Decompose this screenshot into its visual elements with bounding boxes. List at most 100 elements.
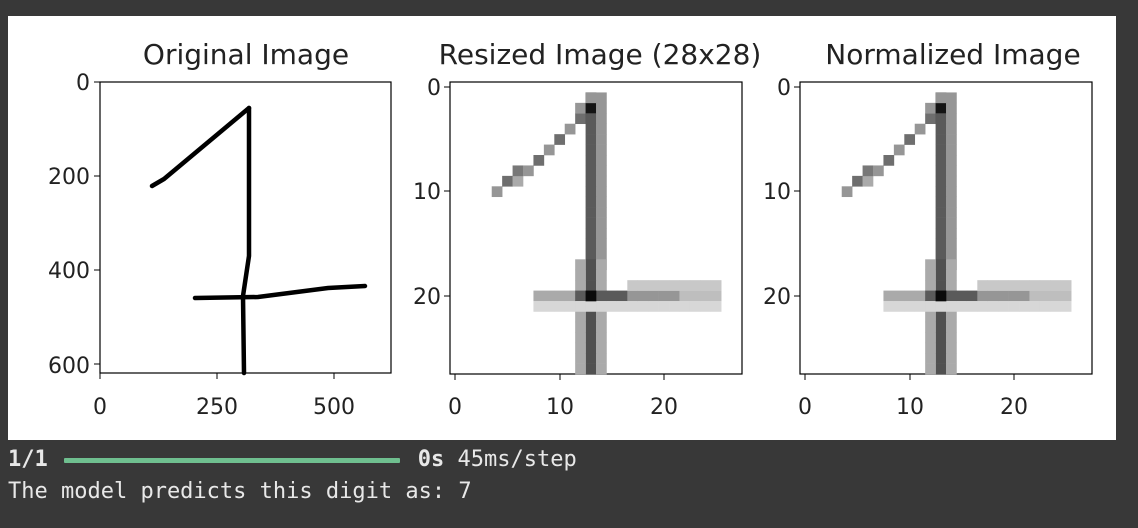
pixel — [596, 196, 607, 208]
pixel — [533, 301, 545, 312]
pixel — [935, 123, 947, 135]
pixel — [585, 134, 597, 145]
xtick-label: 20 — [1000, 395, 1028, 420]
pixel — [575, 113, 586, 125]
pixel — [883, 301, 895, 312]
pixel — [585, 186, 597, 198]
pixel — [596, 165, 607, 177]
pixel — [904, 134, 916, 145]
pixel — [585, 165, 597, 177]
ytick-label: 600 — [48, 354, 90, 379]
panel-original-title: Original Image — [143, 38, 349, 71]
pixel — [893, 301, 905, 312]
panel-original-xticks: 0 250 500 — [93, 373, 355, 420]
xtick-label: 250 — [196, 395, 238, 420]
pixel — [925, 269, 936, 281]
pixel — [946, 186, 957, 198]
pixel — [627, 280, 639, 291]
pixel — [925, 113, 936, 125]
pixel — [533, 290, 545, 302]
pixel — [1019, 301, 1030, 312]
pixel — [904, 301, 916, 312]
pixel — [596, 134, 607, 145]
panel-normalized-yticks: 0 10 20 — [763, 76, 800, 310]
pixel — [925, 353, 936, 364]
digit-stroke-vertical — [240, 105, 252, 376]
pixel — [1039, 301, 1051, 312]
pixel — [946, 321, 957, 333]
pixel — [637, 301, 649, 312]
pixel — [925, 332, 936, 344]
pixel — [946, 290, 957, 302]
pixel — [585, 311, 597, 323]
ytick-label: 20 — [413, 285, 441, 310]
xtick-label: 10 — [546, 395, 574, 420]
pixel — [585, 269, 597, 281]
pixel — [585, 259, 597, 271]
pixel — [873, 165, 884, 177]
pixel — [575, 311, 586, 323]
pixel — [627, 301, 639, 312]
prediction-text: The model predicts this digit as: 7 — [8, 479, 472, 504]
pixel — [914, 301, 926, 312]
pixel — [862, 165, 874, 177]
pixel — [946, 280, 957, 291]
pixel — [585, 102, 597, 114]
pixel-grid-resized — [491, 92, 722, 375]
pixel — [585, 321, 597, 333]
pixel — [596, 259, 607, 271]
progress-time: 0s — [417, 447, 445, 472]
pixel — [596, 280, 607, 291]
pixel — [700, 301, 712, 312]
pixel — [575, 301, 586, 312]
pixel — [862, 175, 874, 187]
pixel — [883, 290, 895, 302]
pixel — [1029, 280, 1041, 291]
pixel — [543, 290, 555, 302]
pixel — [925, 363, 936, 375]
pixel — [543, 301, 555, 312]
pixel — [966, 290, 978, 302]
pixel — [596, 217, 607, 229]
progress-line: 1/1 0s 45ms/step — [8, 444, 1128, 476]
ytick-label: 0 — [76, 71, 90, 96]
pixel — [925, 321, 936, 333]
pixel — [596, 311, 607, 323]
pixel — [606, 301, 618, 312]
console-output: 1/1 0s 45ms/step The model predicts this… — [8, 444, 1128, 508]
pixel — [596, 321, 607, 333]
pixel — [946, 155, 957, 166]
pixel — [679, 280, 691, 291]
pixel — [946, 311, 957, 323]
pixel — [935, 248, 947, 260]
pixel — [1060, 290, 1072, 302]
pixel — [585, 196, 597, 208]
pixel — [925, 259, 936, 271]
pixel — [935, 134, 947, 145]
progress-count: 1/1 — [8, 447, 48, 472]
ytick-label: 10 — [413, 180, 441, 205]
pixel — [564, 301, 576, 312]
pixel — [1050, 290, 1062, 302]
ytick-label: 200 — [48, 165, 90, 190]
pixel — [616, 301, 628, 312]
pixel — [935, 92, 947, 104]
pixel — [935, 144, 947, 156]
pixel — [648, 280, 659, 291]
xtick-label: 0 — [93, 395, 107, 420]
panel-original-yticks: 0 200 400 600 — [48, 71, 100, 379]
pixel — [946, 363, 957, 375]
pixel — [1029, 301, 1041, 312]
pixel — [935, 342, 947, 354]
pixel — [596, 301, 607, 312]
panel-normalized: Normalized Image 0 10 20 0 10 20 — [763, 38, 1093, 420]
pixel — [679, 290, 691, 302]
pixel — [956, 290, 968, 302]
pixel — [596, 238, 607, 250]
pixel — [1008, 301, 1020, 312]
pixel — [935, 311, 947, 323]
pixel-grid-normalized — [841, 92, 1072, 375]
pixel — [935, 207, 947, 218]
pixel — [596, 175, 607, 187]
pixel — [658, 290, 670, 302]
